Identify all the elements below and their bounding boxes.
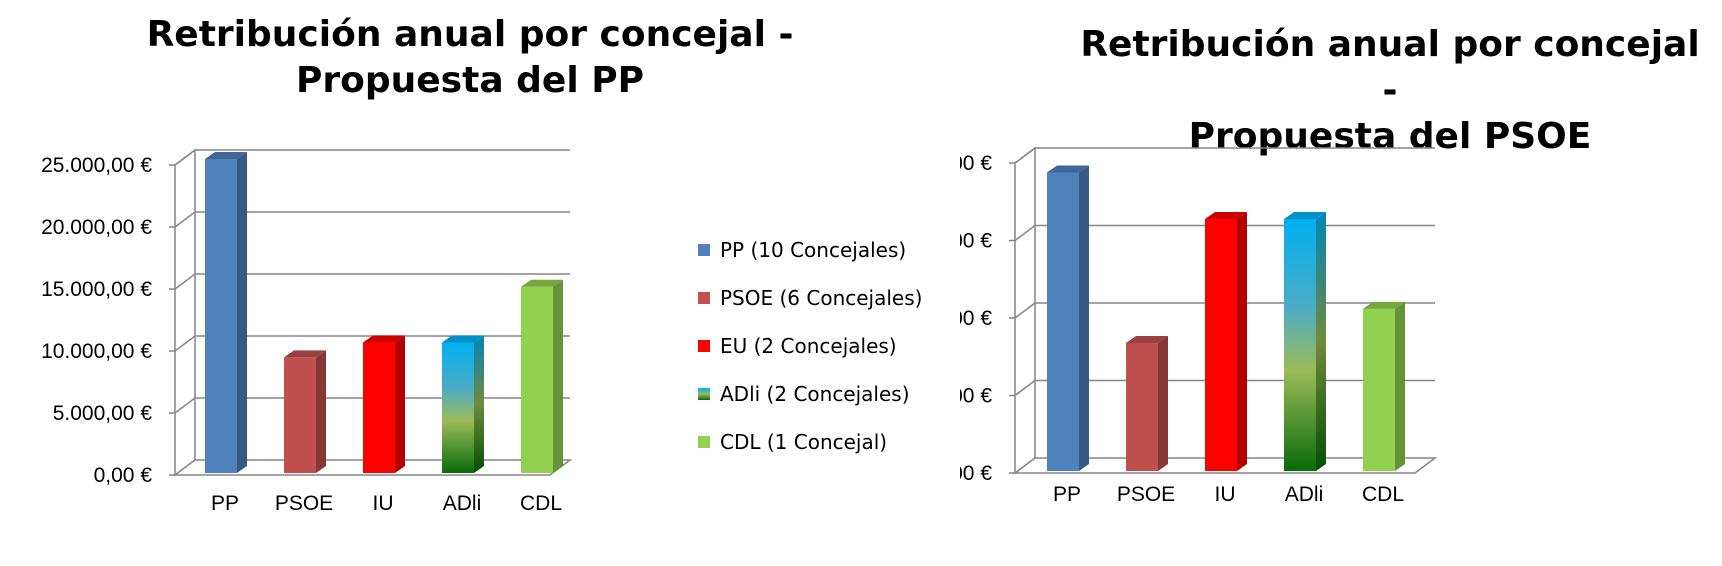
bar-side — [1237, 212, 1247, 471]
bar-side — [316, 350, 326, 473]
bar-top — [1205, 212, 1247, 219]
chart-1-title-line-2: Propuesta del PP — [296, 60, 644, 102]
bar-front — [1047, 172, 1079, 471]
y-tick-label: 20.000,00 € — [41, 216, 152, 239]
bar-top — [521, 279, 563, 287]
bar-pp — [1047, 165, 1089, 471]
bar-top — [1126, 336, 1168, 343]
x-category-label: IU — [373, 492, 394, 515]
bar-top — [1284, 212, 1326, 219]
legend-swatch — [698, 388, 710, 400]
x-category-label: ADli — [443, 492, 482, 515]
bar-iu — [1205, 212, 1247, 471]
y-tick-label: 15.000,00 € — [41, 278, 152, 301]
bar-side — [553, 279, 563, 473]
bar-iu — [363, 335, 405, 473]
legend-swatch — [698, 292, 710, 304]
bar-top — [442, 335, 484, 343]
chart-1-title-line-1: Retribución anual por concejal - — [146, 14, 794, 55]
gridline — [174, 211, 570, 228]
y-tick-label: 25.000,00 € — [41, 154, 152, 177]
bar-side — [237, 152, 247, 473]
bar-cdl — [1363, 301, 1405, 471]
gridline — [174, 149, 570, 166]
bar-front — [205, 159, 237, 473]
bar-top — [363, 335, 405, 343]
chart-1-title: Retribución anual por concejal - Propues… — [130, 12, 810, 104]
x-category-label: CDL — [520, 492, 562, 515]
legend-item: ADli (2 Concejales) — [698, 370, 922, 418]
chart-2-plot: 0,00 € 5.000,00 € 10.000,00 € 15.000,00 € 20… — [960, 146, 1438, 506]
legend-swatch — [698, 244, 710, 256]
y-tick-label: 0,00 € — [94, 464, 153, 487]
x-category-label: PSOE — [275, 492, 333, 515]
y-tick-label: 0,00 € — [960, 462, 992, 485]
bar-side — [1079, 165, 1089, 471]
y-tick-label: 10.000,00 € — [960, 307, 992, 330]
bar-front — [284, 357, 316, 473]
legend-item: PSOE (6 Concejales) — [698, 274, 922, 322]
y-tick-label: 15.000,00 € — [960, 230, 992, 253]
bar-front — [1205, 219, 1237, 471]
bar-side — [1395, 301, 1405, 471]
chart-left-wall — [174, 148, 196, 477]
bar-front — [1284, 219, 1316, 471]
x-category-label: ADli — [1285, 483, 1324, 506]
y-tick-label: 5.000,00 € — [53, 402, 153, 425]
y-tick-label: 10.000,00 € — [41, 340, 152, 363]
bar-top — [1363, 301, 1405, 309]
bar-side — [474, 335, 484, 473]
bar-front — [1363, 308, 1395, 471]
legend-item: PP (10 Concejales) — [698, 226, 922, 274]
y-tick-label: 5.000,00 € — [960, 385, 992, 408]
x-category-label: IU — [1215, 483, 1236, 506]
legend-item: EU (2 Concejales) — [698, 322, 922, 370]
bar-front — [442, 342, 474, 473]
x-category-label: CDL — [1362, 483, 1404, 506]
legend-label: PSOE (6 Concejales) — [720, 286, 923, 310]
legend-swatch — [698, 340, 710, 352]
legend-label: ADli (2 Concejales) — [720, 382, 910, 406]
gridline — [1014, 147, 1435, 164]
bar-side — [1316, 212, 1326, 471]
bar-front — [363, 342, 395, 473]
chart-2-title-line-1: Retribución anual por concejal - — [1080, 24, 1700, 112]
chart-1-legend: PP (10 Concejales) PSOE (6 Concejales) EU … — [698, 226, 922, 466]
bar-adli — [442, 335, 484, 473]
bar-side — [395, 335, 405, 473]
legend-item: CDL (1 Concejal) — [698, 418, 922, 466]
bar-psoe — [1126, 336, 1168, 471]
bar-top — [284, 350, 326, 358]
chart-2-title: Retribución anual por concejal - Propues… — [1070, 22, 1710, 160]
y-tick-label: 20.000,00 € — [960, 152, 992, 175]
bar-cdl — [521, 279, 563, 473]
legend-swatch — [698, 436, 710, 448]
x-category-label: PP — [1053, 483, 1081, 506]
x-category-label: PP — [211, 492, 239, 515]
bar-top — [205, 152, 247, 159]
bar-front — [521, 286, 553, 473]
legend-label: PP (10 Concejales) — [720, 238, 907, 262]
bar-top — [1047, 165, 1089, 173]
bar-pp — [205, 152, 247, 473]
gridline — [174, 335, 570, 352]
x-category-label: PSOE — [1117, 483, 1175, 506]
bar-psoe — [284, 350, 326, 473]
bar-adli — [1284, 212, 1326, 471]
bar-side — [1158, 336, 1168, 471]
legend-label: CDL (1 Concejal) — [720, 430, 888, 454]
chart-1-plot: 0,00 € 5.000,00 € 10.000,00 € 15.000,00 € 20… — [41, 148, 573, 515]
legend-label: EU (2 Concejales) — [720, 334, 897, 358]
gridline — [174, 273, 570, 290]
chart-2-title-line-2: Propuesta del PSOE — [1188, 116, 1592, 158]
bar-front — [1126, 343, 1158, 471]
